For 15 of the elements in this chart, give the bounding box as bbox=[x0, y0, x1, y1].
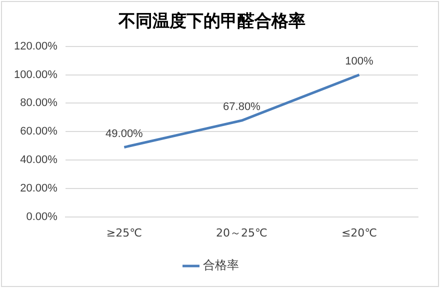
legend-label: 合格率 bbox=[203, 258, 239, 272]
chart-title: 不同温度下的甲醛合格率 bbox=[118, 12, 306, 32]
y-tick-label: 0.00% bbox=[26, 210, 58, 223]
y-tick-label: 20.00% bbox=[20, 182, 58, 194]
data-label: 67.80% bbox=[223, 101, 261, 114]
data-label: 49.00% bbox=[106, 128, 144, 140]
y-tick-label: 100.00% bbox=[14, 68, 58, 81]
y-tick-label: 40.00% bbox=[20, 154, 58, 166]
data-label: 100% bbox=[345, 55, 374, 68]
x-tick-label: ≤20℃ bbox=[341, 226, 378, 240]
x-tick-label: ≥25℃ bbox=[106, 226, 142, 240]
y-tick-label: 60.00% bbox=[20, 126, 58, 138]
x-tick-label: 20～25℃ bbox=[216, 226, 268, 240]
y-tick-label: 120.00% bbox=[14, 40, 58, 52]
y-tick-label: 80.00% bbox=[20, 97, 58, 110]
